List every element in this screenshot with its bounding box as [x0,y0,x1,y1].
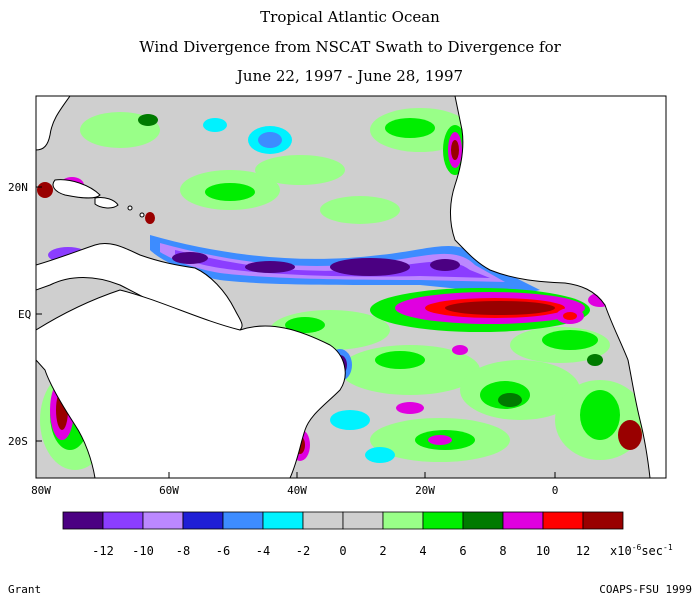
colorbar-swatch [422,511,464,530]
colorbar-label: 12 [576,544,590,558]
very-strong-positive-patches [138,114,603,407]
colorbar-swatch [542,511,584,530]
lon-label-80w: 80W [31,484,51,497]
lon-label-40w: 40W [287,484,307,497]
colorbar-label: 2 [379,544,386,558]
longitude-ticks [168,472,556,478]
north-america-land [36,96,71,151]
colorbar-label: -6 [216,544,230,558]
colorbar-swatch [582,511,624,530]
colorbar-label: -4 [256,544,270,558]
latitude-ticks [36,186,42,442]
lat-label-20n: 20N [8,181,28,194]
africa-land [450,96,666,478]
colorbar-label: 8 [499,544,506,558]
colorbar-swatch [62,511,104,530]
colorbar-swatch [222,511,264,530]
lat-label-eq: EQ [18,308,31,321]
coastal-divergence-patches [37,125,642,461]
itcz-convergence-band [48,235,540,295]
colorbar-swatch [462,511,504,530]
footer-author: Grant [8,583,42,596]
title-line-3: June 22, 1997 - June 28, 1997 [236,67,464,85]
equatorial-divergence-band [370,288,612,332]
colorbar-label: 4 [419,544,426,558]
caribbean-islands [52,179,145,218]
colorbar-label: 6 [459,544,466,558]
colorbar-label: -12 [92,544,114,558]
colorbar-unit: x10-6sec-1 [610,543,673,558]
colorbar-swatch [182,511,224,530]
colorbar-label: -10 [132,544,154,558]
map-frame [35,95,667,479]
colorbar-labels: -12 -10 -8 -6 -4 -2 0 2 4 6 8 10 12 [92,544,590,558]
footer-credit: COAPS-FSU 1999 [599,583,692,596]
colorbar-label: 0 [339,544,346,558]
lon-label-20w: 20W [415,484,435,497]
lat-label-20s: 20S [8,435,28,448]
lon-label-60w: 60W [159,484,179,497]
colorbar-swatch [262,511,304,530]
colorbar [62,511,624,530]
south-america-land [36,289,346,478]
colorbar-swatch [102,511,144,530]
title-line-2: Wind Divergence from NSCAT Swath to Dive… [139,38,561,56]
land-masses [36,96,666,478]
colorbar-swatch [382,511,424,530]
lon-label-0: 0 [552,484,559,497]
latitude-labels: 20N EQ 20S [8,181,31,448]
colorbar-label: -2 [296,544,310,558]
title-line-1: Tropical Atlantic Ocean [260,8,440,26]
colorbar-label: 10 [536,544,550,558]
colorbar-swatch [302,511,344,530]
central-america-land [36,242,243,331]
colorbar-swatch [342,511,384,530]
colorbar-label: -8 [176,544,190,558]
longitude-labels: 80W 60W 40W 20W 0 [31,484,558,497]
map-field [36,96,666,478]
colorbar-swatch [142,511,184,530]
colorbar-swatch [502,511,544,530]
